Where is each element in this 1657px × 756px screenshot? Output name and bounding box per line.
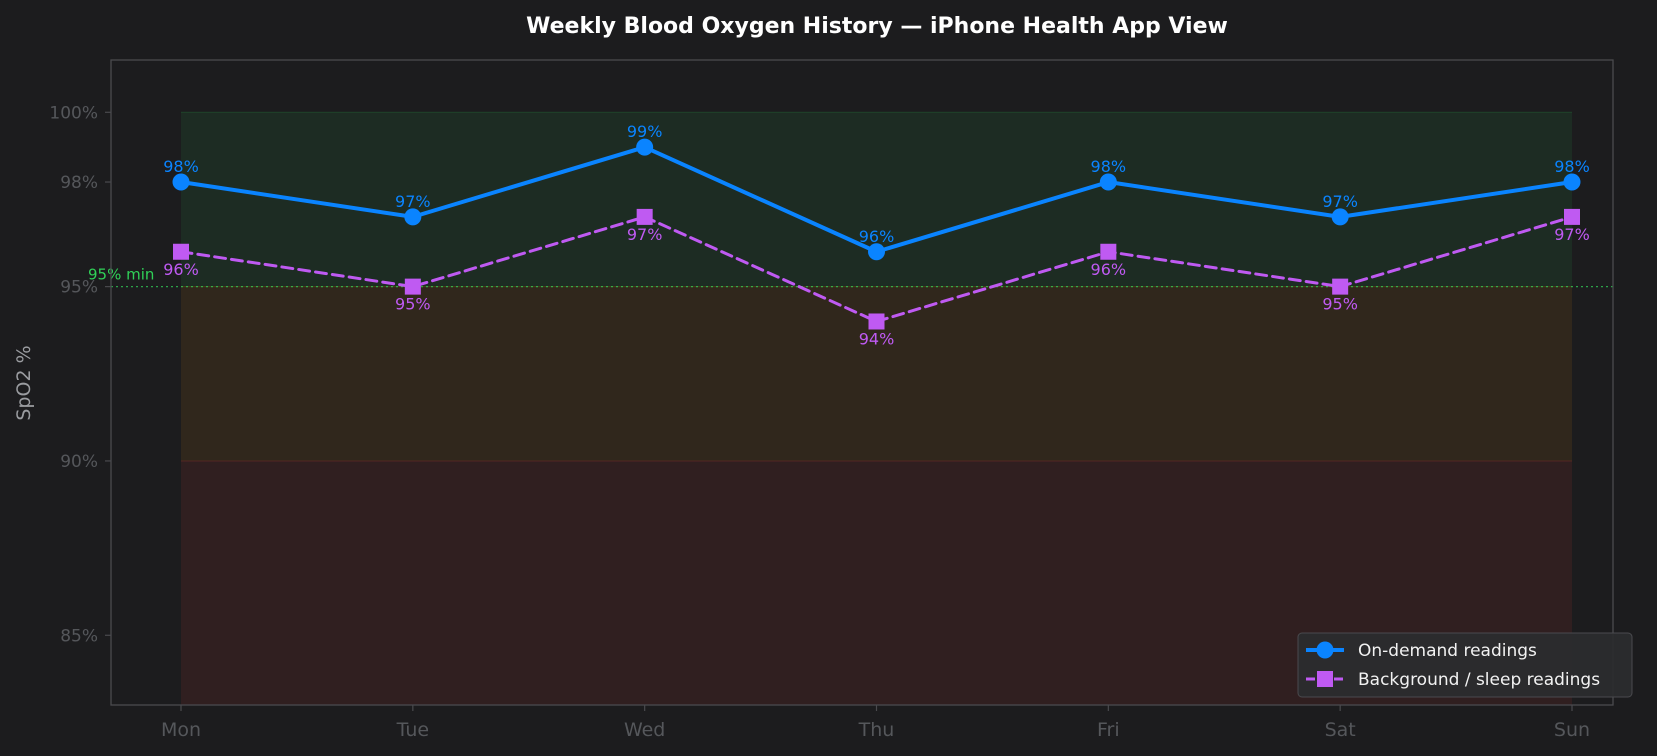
y-axis-label: SpO2 % <box>13 345 35 420</box>
reference-line-label: 95% min <box>88 266 154 284</box>
legend-swatch-marker-1 <box>1317 671 1333 687</box>
y-tick-label-2: 95% <box>60 278 98 298</box>
zone-bands <box>181 111 1572 705</box>
series-0-point-3 <box>868 243 885 261</box>
series-0-data-label-5: 97% <box>1322 192 1358 211</box>
legend-label-1: Background / sleep readings <box>1358 670 1600 690</box>
x-tick-label-0: Mon <box>161 719 201 741</box>
x-tick-label-5: Sat <box>1325 719 1356 741</box>
x-tick-label-3: Thu <box>858 719 895 741</box>
data-labels: 98% 97% 99% 96% 98% 97% 98% 96% 95% 97% 94% 96% 95% 9… <box>163 122 1590 348</box>
series-1-point-4 <box>1100 243 1117 260</box>
series-1-data-label-0: 96% <box>163 260 199 279</box>
series-0-data-label-6: 98% <box>1554 157 1590 176</box>
chart-title: Weekly Blood Oxygen History — iPhone Hea… <box>526 14 1228 39</box>
zone-band-0 <box>181 112 1572 287</box>
series-0-data-label-3: 96% <box>859 227 895 246</box>
x-tick-label-2: Wed <box>624 719 665 741</box>
series-0-point-2 <box>636 138 654 156</box>
series-1-point-1 <box>404 278 421 295</box>
series-0-data-label-1: 97% <box>395 192 431 211</box>
series-0-point-5 <box>1331 208 1349 226</box>
series-0-point-6 <box>1563 173 1581 191</box>
zone-band-1 <box>181 286 1572 461</box>
series-0-point-1 <box>404 208 422 226</box>
series-1-point-3 <box>868 313 885 330</box>
series-0-data-label-4: 98% <box>1091 157 1127 176</box>
y-tick-label-4: 100% <box>49 103 98 123</box>
axes: 85% 90% 95% 98% 100% Mon Tue Wed Thu Fri Sat Sun <box>49 59 1614 741</box>
series-1-point-6 <box>1564 208 1580 225</box>
series-1-data-label-3: 94% <box>859 329 895 348</box>
legend-swatch-marker-0 <box>1316 641 1334 659</box>
y-tick-label-3: 98% <box>60 173 98 193</box>
series-1-data-label-1: 95% <box>395 295 431 314</box>
series-1-point-2 <box>636 208 653 225</box>
series-0-data-label-2: 99% <box>627 122 663 141</box>
x-tick-label-6: Sun <box>1554 719 1590 741</box>
reference-line-group: 95% min <box>88 266 1613 288</box>
x-tick-label-4: Fri <box>1097 719 1120 741</box>
series-0-point-4 <box>1099 173 1117 191</box>
legend-label-0: On-demand readings <box>1358 641 1537 661</box>
series-0-data-label-0: 98% <box>163 157 199 176</box>
series-1-data-label-6: 97% <box>1554 225 1590 244</box>
series-0-point-0 <box>172 173 190 191</box>
series-1-point-0 <box>173 243 189 260</box>
series-1-data-label-2: 97% <box>627 225 663 244</box>
series-1-point-5 <box>1332 278 1349 295</box>
series-1-data-label-5: 95% <box>1322 295 1358 314</box>
y-tick-label-0: 85% <box>60 626 98 646</box>
x-tick-label-1: Tue <box>396 719 429 741</box>
y-tick-label-1: 90% <box>60 452 98 472</box>
plot-frame <box>110 59 1614 706</box>
series-group <box>172 138 1581 330</box>
legend: On-demand readings Background / sleep rea… <box>1297 632 1633 698</box>
series-1-data-label-4: 96% <box>1091 260 1127 279</box>
legend-box <box>1297 632 1633 698</box>
